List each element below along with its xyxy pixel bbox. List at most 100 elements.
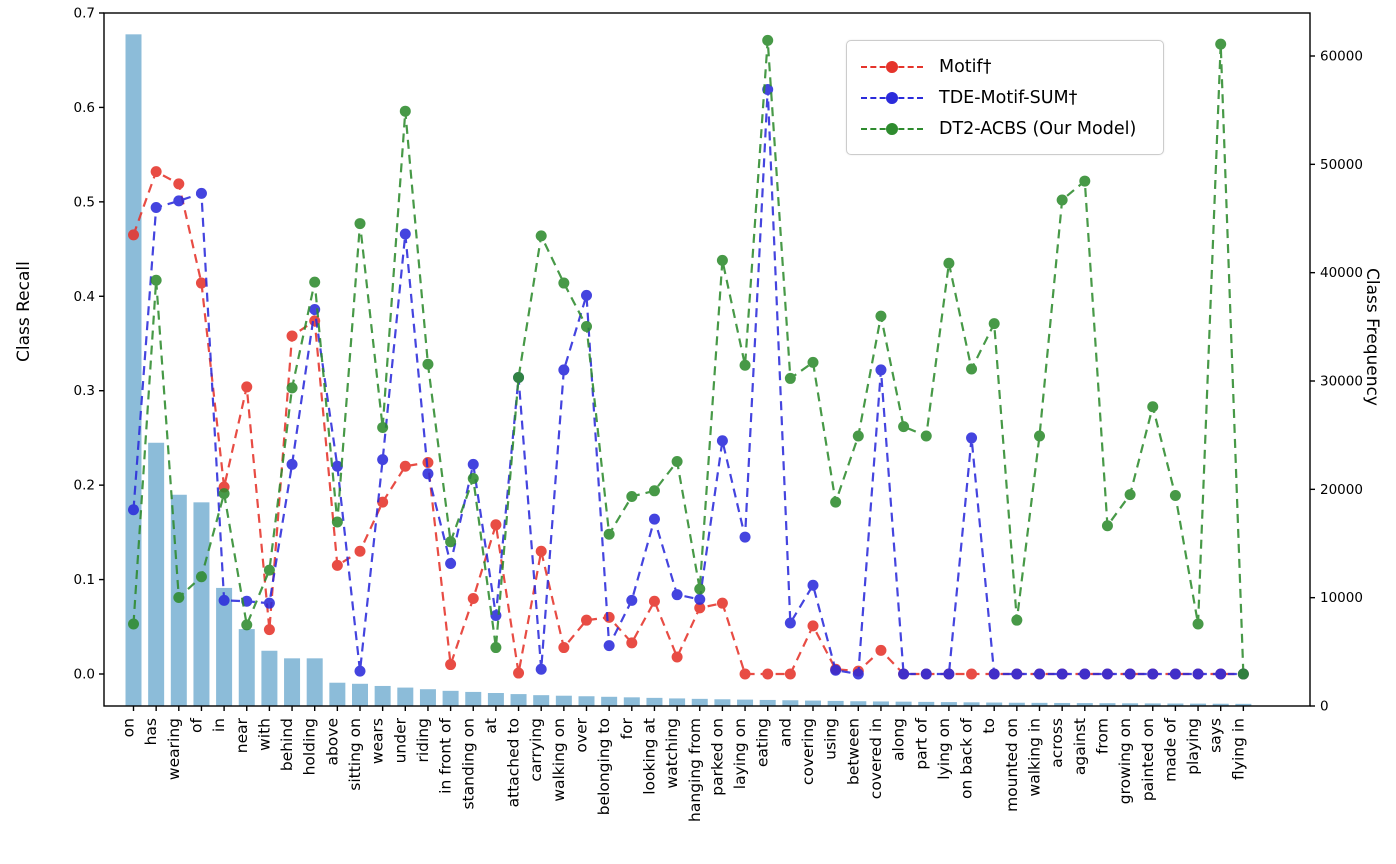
frequency-bar — [850, 701, 867, 706]
tde-line-marker-icon — [861, 91, 923, 104]
left-tick-label: 0.6 — [74, 100, 95, 116]
frequency-bar — [487, 693, 504, 706]
right-tick-label: 60000 — [1320, 49, 1363, 65]
category-label: along — [890, 718, 908, 761]
frequency-bar — [782, 700, 799, 706]
data-point — [807, 579, 819, 591]
data-point — [331, 460, 343, 472]
data-point — [399, 105, 411, 117]
data-point — [535, 663, 547, 675]
data-point — [988, 668, 1000, 680]
data-point — [558, 277, 570, 289]
data-point — [173, 592, 185, 604]
data-point — [762, 668, 774, 680]
left-tick-label: 0.2 — [74, 478, 95, 494]
data-point — [852, 430, 864, 442]
data-point — [377, 422, 389, 434]
data-point — [1079, 668, 1091, 680]
data-point — [195, 571, 207, 583]
data-point — [1101, 668, 1113, 680]
category-label: with — [255, 718, 273, 751]
frequency-bar — [623, 697, 640, 706]
data-point — [128, 504, 139, 516]
frequency-bar — [216, 587, 233, 706]
frequency-bar — [352, 683, 368, 706]
data-point — [309, 276, 321, 288]
category-label: holding — [301, 718, 319, 775]
data-point — [331, 559, 343, 571]
category-label: of — [187, 717, 205, 732]
data-point — [377, 496, 389, 508]
category-label: to — [980, 718, 998, 734]
category-label: made of — [1161, 717, 1179, 781]
data-point — [1101, 520, 1113, 532]
data-point — [354, 218, 366, 230]
category-label: sitting on — [346, 718, 364, 791]
frequency-bar — [714, 699, 731, 706]
right-tick-label: 40000 — [1320, 265, 1363, 281]
data-point — [286, 382, 298, 394]
data-point — [422, 468, 434, 480]
data-point — [626, 637, 638, 649]
frequency-bar — [872, 701, 889, 706]
data-point — [603, 640, 615, 652]
data-point — [694, 583, 706, 595]
frequency-bar — [193, 502, 210, 706]
frequency-bar — [1008, 702, 1025, 706]
legend-label: DT2-ACBS (Our Model) — [939, 118, 1137, 139]
category-label: near — [233, 717, 251, 753]
category-label: looking at — [640, 718, 658, 795]
data-point — [1237, 668, 1249, 680]
data-point — [648, 513, 660, 525]
data-point — [467, 473, 479, 485]
right-axis-title: Class Frequency — [1362, 268, 1382, 406]
data-point — [784, 617, 796, 629]
data-point — [920, 668, 932, 680]
frequency-bar — [805, 700, 821, 706]
category-label: from — [1093, 718, 1111, 754]
data-point — [988, 318, 1000, 330]
category-label: under — [391, 717, 409, 763]
right-tick-label: 30000 — [1320, 374, 1363, 390]
category-label: eating — [754, 718, 772, 767]
data-point — [445, 536, 457, 548]
data-point — [286, 330, 298, 342]
category-label: in — [210, 718, 228, 732]
data-point — [241, 619, 253, 631]
data-point — [898, 421, 910, 433]
category-label: above — [323, 718, 341, 766]
category-label: on — [120, 718, 138, 737]
category-label: carrying — [527, 718, 545, 782]
category-label: using — [822, 718, 840, 760]
category-label: says — [1207, 718, 1225, 753]
category-label: belonging to — [595, 718, 613, 815]
frequency-bar — [646, 697, 663, 706]
legend-label: TDE-Motif-SUM† — [939, 87, 1078, 108]
category-label: has — [142, 718, 160, 745]
left-tick-label: 0.0 — [74, 667, 95, 683]
category-label: walking in — [1026, 718, 1044, 796]
data-point — [1147, 401, 1159, 413]
frequency-bar — [918, 701, 935, 706]
category-label: covering — [799, 718, 817, 785]
data-point — [898, 668, 910, 680]
data-point — [558, 642, 570, 654]
data-point — [263, 564, 275, 576]
data-point — [218, 488, 230, 500]
series-line — [132, 89, 1244, 676]
data-point — [467, 592, 479, 604]
data-point — [1147, 668, 1159, 680]
frequency-bars — [125, 34, 1252, 707]
legend-entry-motif: Motif† — [861, 51, 1149, 82]
data-point — [694, 602, 706, 614]
data-point — [150, 166, 162, 178]
data-point — [513, 667, 525, 679]
category-label: growing on — [1116, 718, 1134, 804]
data-point — [762, 34, 774, 46]
data-point — [195, 277, 207, 289]
data-point — [671, 589, 683, 601]
data-point — [558, 364, 570, 376]
data-point — [490, 519, 502, 531]
series-tde-motif-sum- — [128, 83, 1249, 680]
data-point — [920, 430, 932, 442]
